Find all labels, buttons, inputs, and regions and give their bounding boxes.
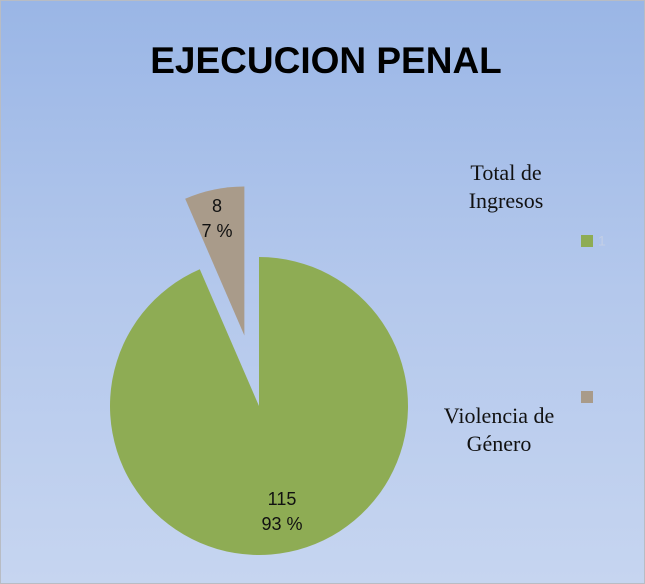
legend-marker-label: 1 bbox=[598, 233, 606, 249]
legend-label: Total de Ingresos bbox=[468, 160, 544, 213]
legend-marker bbox=[581, 391, 593, 403]
data-label: 115 bbox=[268, 489, 297, 509]
pie-slice bbox=[110, 257, 408, 555]
legend-label: Violencia de Género bbox=[443, 403, 555, 456]
pie-slice bbox=[185, 186, 245, 336]
data-label: 93 % bbox=[261, 514, 302, 534]
chart-title: EJECUCION PENAL bbox=[150, 40, 502, 81]
data-label: 8 bbox=[212, 196, 222, 216]
data-label: 7 % bbox=[201, 221, 232, 241]
legend-marker bbox=[581, 235, 593, 247]
